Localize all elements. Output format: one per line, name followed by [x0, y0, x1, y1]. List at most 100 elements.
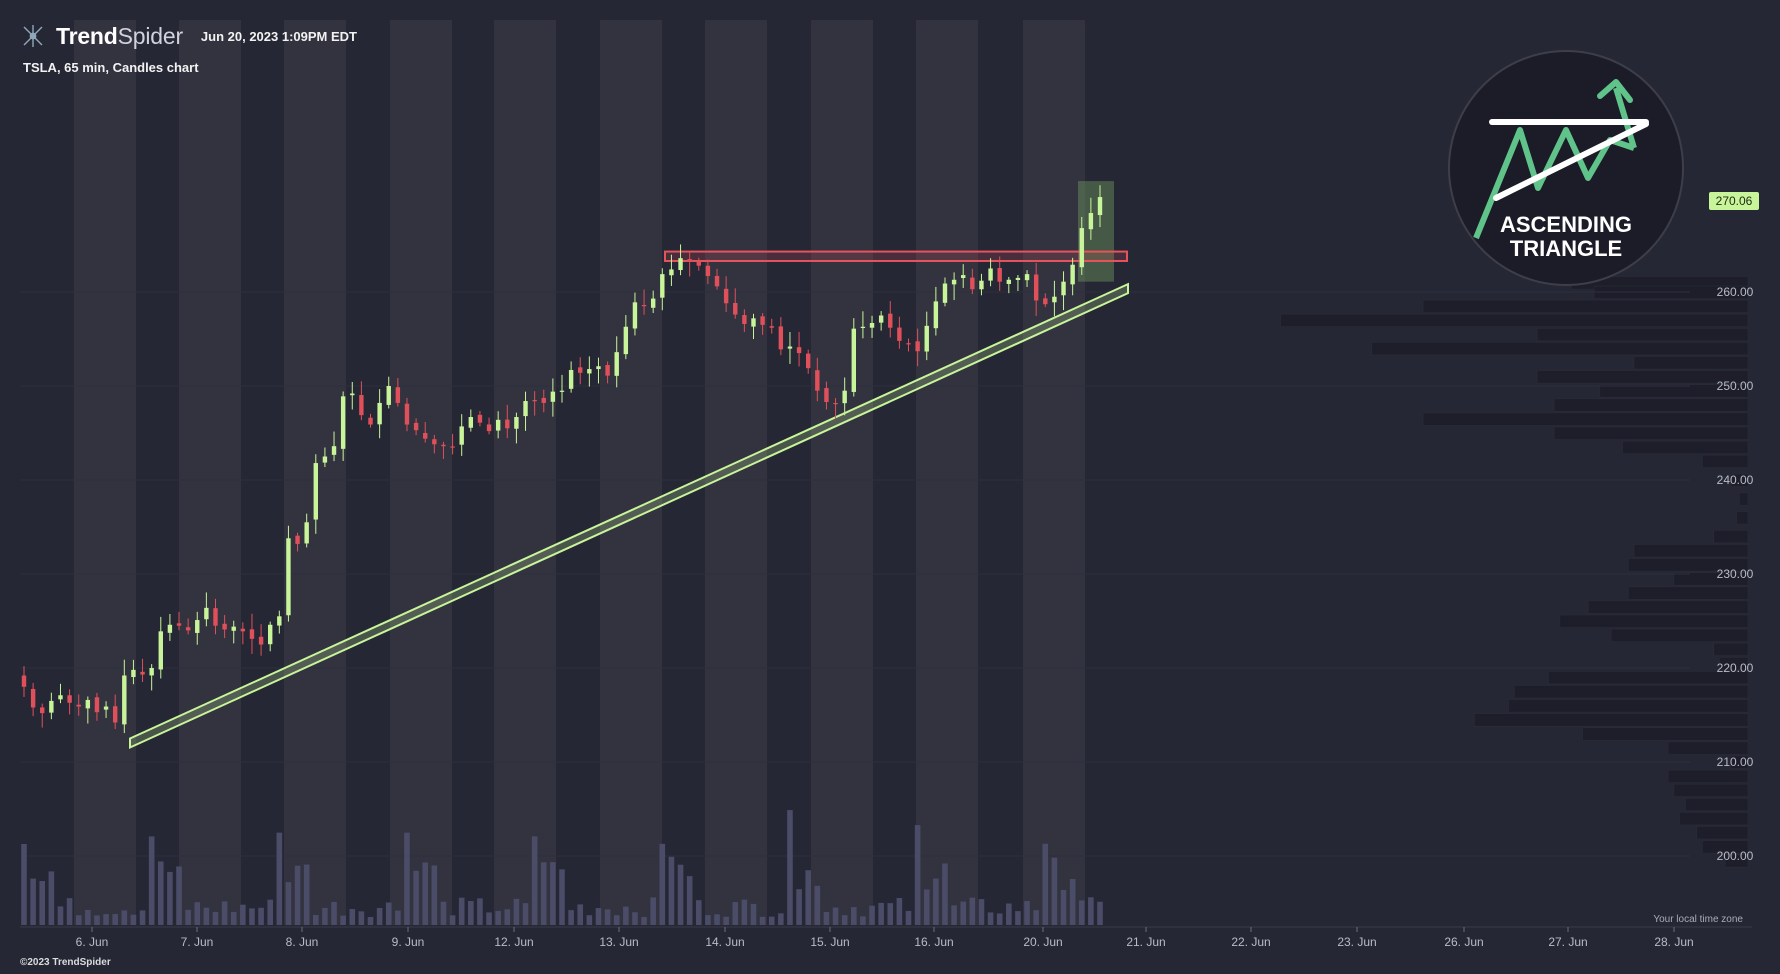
ascending-trendline — [129, 282, 1129, 750]
volume-bar — [960, 901, 967, 925]
volume-bar — [458, 897, 465, 925]
volume-bar — [805, 870, 812, 925]
candle-down — [258, 624, 264, 656]
volume-bar — [623, 906, 629, 925]
volume-bars — [21, 810, 1103, 925]
volume-bar — [112, 914, 118, 925]
volume-bar — [540, 862, 547, 925]
candle-up — [842, 377, 847, 416]
candle-up — [122, 659, 127, 734]
candle-down — [997, 256, 1002, 291]
volume-bar — [376, 907, 383, 925]
volume-profile-bar — [1719, 656, 1749, 671]
volume-profile-bar — [1739, 492, 1749, 506]
candle-down — [605, 361, 610, 384]
volume-bar — [577, 904, 584, 925]
y-tick-label: 210.00 — [1717, 755, 1754, 769]
volume-bar — [695, 900, 702, 925]
volume-bar — [66, 898, 73, 925]
x-tick-label: 16. Jun — [914, 935, 953, 949]
volume-profile-bar — [1514, 685, 1749, 699]
session-band — [390, 20, 452, 925]
volume-bar — [732, 902, 739, 925]
candle-up — [596, 357, 601, 384]
volume-bar — [258, 907, 264, 925]
candle-up — [268, 621, 273, 652]
candle-down — [897, 316, 902, 349]
volume-bar — [933, 878, 939, 925]
candle-up — [942, 277, 948, 307]
volume-bar — [632, 912, 638, 925]
candle-up — [1006, 276, 1012, 294]
volume-bar — [796, 889, 802, 925]
volume-bar — [723, 916, 729, 925]
candle-up — [340, 391, 346, 461]
candle-down — [368, 413, 373, 428]
candle-up — [550, 378, 556, 417]
candle-down — [76, 694, 81, 716]
volume-bar — [468, 901, 474, 925]
candle-down — [915, 328, 920, 367]
session-band — [494, 20, 556, 925]
candle-down — [140, 658, 145, 683]
candle-up — [669, 254, 674, 286]
candle-down — [450, 433, 455, 455]
volume-bar — [814, 885, 821, 925]
candle-up — [322, 447, 328, 468]
candle-up — [103, 701, 109, 718]
candle-down — [21, 666, 27, 697]
candle-up — [559, 374, 565, 403]
volume-profile-bar — [1633, 356, 1749, 370]
volume-bar — [139, 910, 146, 925]
volume-profile-bar — [1588, 600, 1749, 614]
candle-up — [1088, 197, 1094, 240]
candle-up — [924, 311, 929, 361]
candle-down — [359, 381, 364, 421]
volume-bar — [978, 899, 985, 925]
candle-up — [951, 272, 957, 301]
candle-down — [1033, 262, 1039, 316]
volume-bar — [249, 908, 255, 925]
x-tick-label: 21. Jun — [1126, 935, 1165, 949]
volume-bar — [276, 832, 283, 925]
volume-profile-bar — [1280, 313, 1749, 328]
candle-up — [514, 412, 519, 444]
candle-down — [222, 615, 227, 639]
candle-up — [49, 692, 54, 720]
candle-up — [459, 414, 464, 456]
volume-profile-bar — [1633, 544, 1749, 558]
candle-down — [641, 289, 647, 315]
volume-bar — [522, 903, 529, 925]
volume-bar — [887, 903, 894, 925]
candle-up — [350, 382, 355, 410]
volume-bar — [85, 909, 91, 925]
candle-down — [824, 381, 829, 410]
volume-bar — [613, 915, 620, 925]
candle-up — [167, 614, 173, 641]
candle-up — [1061, 271, 1066, 311]
volume-bar — [75, 915, 82, 925]
candle-down — [432, 434, 437, 454]
volume-profile-bar — [1582, 727, 1749, 741]
volume-profile-bar — [1685, 797, 1749, 812]
volume-bar — [1051, 857, 1058, 925]
candle-up — [277, 610, 282, 634]
candle-down — [441, 441, 446, 459]
volume-bar — [167, 871, 173, 925]
volume-bar — [230, 911, 237, 925]
volume-profile-bar — [1730, 755, 1749, 769]
volume-bar — [176, 866, 182, 925]
candle-up — [377, 389, 382, 439]
volume-profile-bar — [1736, 511, 1749, 525]
volume-profile-bar — [1553, 426, 1749, 440]
candle-down — [94, 692, 100, 721]
candle-down — [578, 357, 583, 385]
y-tick-label: 250.00 — [1717, 379, 1754, 393]
candle-up — [614, 336, 619, 388]
candle-down — [796, 331, 802, 367]
x-tick-label: 12. Jun — [494, 935, 533, 949]
volume-bar — [869, 905, 875, 925]
candle-up — [751, 313, 756, 340]
volume-bar — [604, 909, 611, 925]
